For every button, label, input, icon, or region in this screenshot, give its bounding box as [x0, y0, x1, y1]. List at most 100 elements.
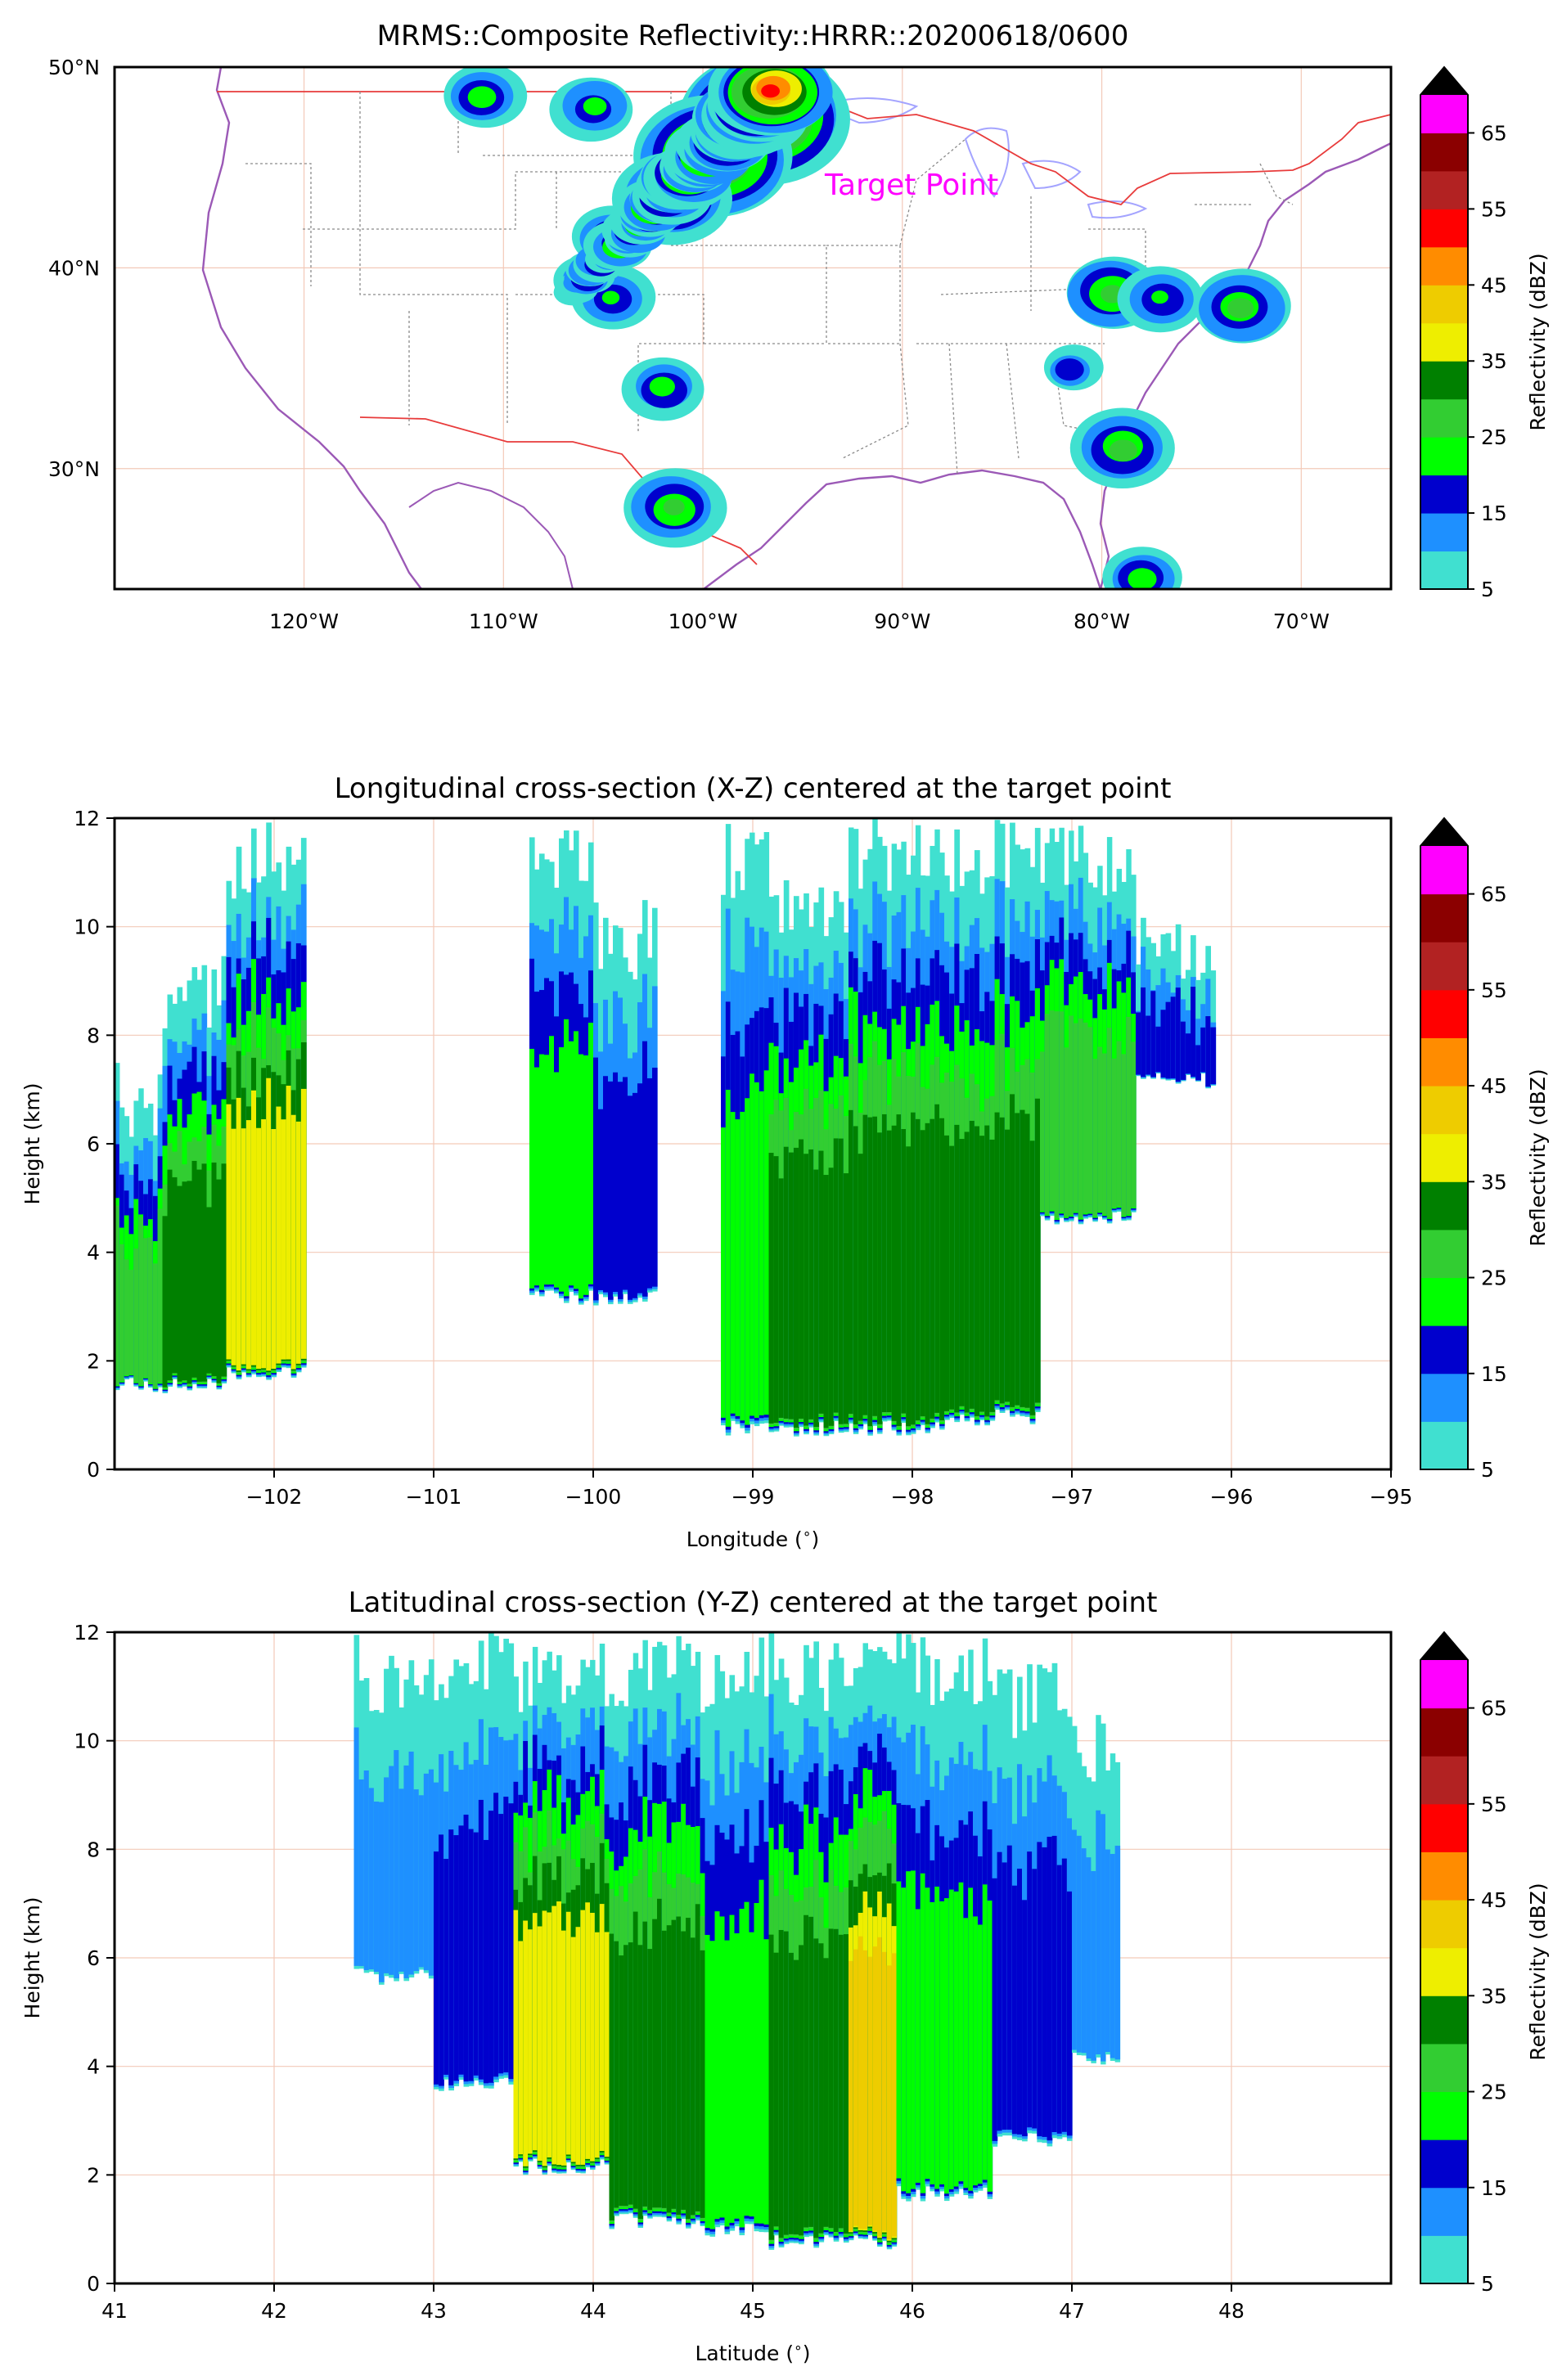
- reflectivity-column: [1141, 917, 1146, 1079]
- colorbar-tick-label: 5: [1481, 1458, 1494, 1482]
- reflectivity-column: [448, 1676, 454, 2091]
- reflectivity-layer: [700, 1950, 706, 2218]
- reflectivity-column: [930, 845, 935, 1428]
- map-ytick-label: 30°N: [48, 457, 100, 481]
- ytick-label: 0: [87, 2272, 100, 2296]
- colorbar-tick-label: 25: [1481, 2081, 1507, 2104]
- reflectivity-layer: [901, 1128, 907, 1414]
- xtick-label: −99: [731, 1485, 775, 1509]
- reflectivity-column: [564, 830, 569, 1303]
- reflectivity-column: [167, 994, 173, 1387]
- reflectivity-layer: [544, 1055, 550, 1285]
- reflectivity-layer: [930, 1118, 935, 1419]
- reflectivity-layer: [778, 1178, 785, 1418]
- reflectivity-layer: [578, 1054, 584, 1299]
- reflectivity-layer: [378, 1802, 385, 1982]
- reflectivity-column: [793, 1704, 799, 2243]
- reflectivity-column: [1022, 1730, 1028, 2142]
- reflectivity-layer: [384, 1777, 389, 1973]
- reflectivity-layer: [773, 1156, 780, 1424]
- colorbar-segment: [1420, 170, 1468, 209]
- colorbar-label: Reflectivity (dBZ): [1526, 1069, 1550, 1246]
- colorbar-segment: [1420, 1707, 1468, 1757]
- reflectivity-column: [793, 896, 799, 1437]
- colorbar-map: 5 15 25 35 45 55 65 Reflectivity (dBZ): [1420, 65, 1550, 601]
- colorbar-tick-label: 65: [1481, 1697, 1507, 1721]
- reflectivity-layer: [1073, 1023, 1079, 1212]
- reflectivity-column: [133, 1100, 139, 1387]
- reflectivity-layer: [588, 1023, 594, 1284]
- colorbar-segment: [1420, 893, 1468, 943]
- reflectivity-layer: [1185, 1033, 1191, 1074]
- colorbar-segment: [1420, 1373, 1468, 1422]
- reflectivity-layer: [353, 1727, 360, 1966]
- reflectivity-column: [858, 889, 864, 1430]
- reflectivity-column: [867, 848, 873, 1436]
- colorbar-segment: [1420, 1181, 1468, 1230]
- reflectivity-layer: [256, 1127, 262, 1370]
- reflectivity-layer: [783, 1931, 790, 2235]
- reflectivity-column: [858, 1667, 864, 2239]
- reflectivity-column: [823, 1711, 830, 2236]
- reflectivity-column: [939, 1700, 945, 2192]
- reflectivity-column: [963, 1691, 969, 2195]
- reflectivity-column: [849, 827, 854, 1424]
- reflectivity-column: [408, 1660, 415, 1978]
- storm-cell: [583, 97, 607, 116]
- colorbar-tick-label: 55: [1481, 197, 1507, 221]
- reflectivity-column: [570, 1694, 577, 2171]
- reflectivity-layer: [236, 1097, 242, 1371]
- reflectivity-column: [513, 1676, 519, 2167]
- reflectivity-layer: [793, 1959, 799, 2235]
- reflectivity-column: [954, 829, 961, 1423]
- reflectivity-column: [518, 1712, 524, 2162]
- reflectivity-column: [958, 1655, 964, 2189]
- reflectivity-layer: [1047, 1837, 1053, 2141]
- reflectivity-column: [152, 1135, 159, 1392]
- reflectivity-layer: [201, 1163, 208, 1382]
- reflectivity-column: [187, 980, 193, 1391]
- reflectivity-layer: [788, 1952, 795, 2234]
- reflectivity-column: [686, 1644, 691, 2229]
- reflectivity-column: [1180, 979, 1186, 1082]
- reflectivity-column: [604, 1706, 610, 2165]
- reflectivity-column: [1010, 822, 1015, 1417]
- reflectivity-column: [969, 870, 975, 1418]
- reflectivity-layer: [843, 1934, 849, 2234]
- colorbar-tick-label: 15: [1481, 502, 1507, 525]
- reflectivity-column: [754, 1676, 760, 2232]
- reflectivity-column: [211, 969, 218, 1383]
- reflectivity-column: [877, 836, 883, 1434]
- map-xtick-label: 120°W: [269, 610, 339, 633]
- reflectivity-column: [1114, 1761, 1121, 2063]
- reflectivity-column: [984, 877, 991, 1426]
- reflectivity-column: [911, 855, 916, 1434]
- reflectivity-layer: [403, 1765, 410, 1978]
- reflectivity-column: [877, 1647, 883, 2247]
- reflectivity-layer: [1200, 1027, 1206, 1073]
- reflectivity-layer: [549, 1036, 555, 1284]
- reflectivity-column: [281, 890, 287, 1368]
- reflectivity-column: [758, 839, 765, 1424]
- reflectivity-layer: [513, 1910, 519, 2159]
- reflectivity-layer: [739, 1909, 745, 2228]
- reflectivity-layer: [196, 1169, 203, 1382]
- reflectivity-column: [862, 859, 868, 1424]
- lon-title: Longitudinal cross-section (X-Z) centere…: [335, 772, 1172, 805]
- reflectivity-layer: [1072, 1829, 1078, 2050]
- reflectivity-column: [196, 979, 203, 1388]
- reflectivity-column: [250, 828, 257, 1374]
- reflectivity-column: [1042, 1668, 1048, 2144]
- ytick-label: 0: [87, 1458, 100, 1482]
- reflectivity-layer: [152, 1263, 159, 1388]
- reflectivity-column: [544, 859, 550, 1291]
- reflectivity-layer: [944, 1898, 950, 2194]
- reflectivity-layer: [652, 1068, 658, 1287]
- map-xtick-label: 70°W: [1273, 610, 1330, 633]
- reflectivity-column: [1092, 887, 1098, 1222]
- reflectivity-layer: [261, 1119, 267, 1369]
- ytick-label: 12: [74, 807, 100, 830]
- reflectivity-layer: [177, 1186, 183, 1382]
- reflectivity-layer: [637, 1083, 643, 1293]
- reflectivity-column: [729, 1675, 736, 2231]
